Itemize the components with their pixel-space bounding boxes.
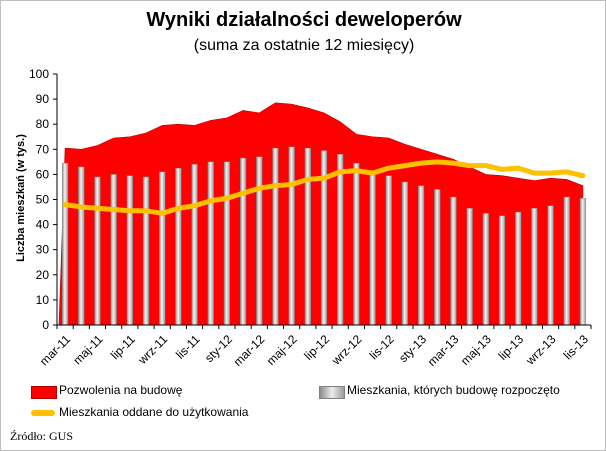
starts-bar bbox=[434, 189, 441, 326]
x-tick-label: lip-12 bbox=[301, 332, 332, 363]
starts-bar bbox=[401, 181, 409, 326]
starts-bar bbox=[498, 215, 506, 326]
starts-bar bbox=[256, 156, 263, 326]
y-tick-label: 30 bbox=[36, 243, 50, 257]
x-tick-label: maj-13 bbox=[458, 332, 494, 368]
chart-subtitle: (suma za ostatnie 12 miesięcy) bbox=[193, 37, 415, 54]
x-tick-label: wrz-13 bbox=[523, 332, 559, 368]
starts-bar bbox=[353, 162, 360, 326]
axes bbox=[56, 74, 591, 326]
legend-swatch-starts bbox=[319, 386, 345, 399]
legend-swatch-permits bbox=[31, 386, 57, 399]
legend-label-completions: Mieszkania oddane do użytkowania bbox=[59, 405, 249, 419]
starts-bar bbox=[531, 208, 538, 326]
starts-bar bbox=[450, 196, 457, 326]
starts-bar bbox=[466, 208, 473, 326]
legend-label-starts: Mieszkania, których budowę rozpoczęto bbox=[347, 383, 560, 397]
starts-bar bbox=[272, 147, 279, 326]
starts-bar bbox=[207, 161, 214, 326]
starts-bar bbox=[239, 157, 247, 326]
starts-bar bbox=[223, 161, 231, 326]
completions-line bbox=[62, 159, 586, 216]
x-tick-label: sty-12 bbox=[202, 332, 235, 365]
x-tick-label: mar-12 bbox=[231, 332, 268, 369]
starts-bar bbox=[579, 198, 587, 326]
starts-bar bbox=[288, 146, 295, 326]
y-tick-label: 60 bbox=[36, 167, 50, 181]
x-tick-label: maj-12 bbox=[264, 332, 300, 368]
starts-bar bbox=[94, 176, 101, 326]
y-tick-label: 100 bbox=[29, 67, 49, 81]
y-tick-label: 40 bbox=[36, 218, 50, 232]
starts-bar bbox=[515, 211, 522, 326]
starts-bar bbox=[61, 162, 69, 326]
starts-bar bbox=[159, 171, 166, 326]
x-tick-label: wrz-12 bbox=[328, 332, 364, 368]
y-tick-label: 80 bbox=[36, 117, 50, 131]
starts-bar-series bbox=[61, 146, 587, 326]
y-tick-label: 50 bbox=[36, 193, 50, 207]
x-tick-label: lis-11 bbox=[173, 332, 203, 362]
y-tick-label: 0 bbox=[42, 318, 49, 332]
starts-bar bbox=[126, 175, 133, 326]
starts-bar bbox=[304, 147, 311, 326]
starts-bar bbox=[369, 174, 376, 326]
source-note: Źródło: GUS bbox=[10, 429, 73, 443]
starts-bar bbox=[175, 167, 182, 326]
starts-bar bbox=[417, 185, 425, 326]
x-tick-label: mar-11 bbox=[37, 332, 73, 368]
y-tick-label: 70 bbox=[36, 142, 50, 156]
starts-bar bbox=[110, 174, 117, 326]
starts-bar bbox=[191, 164, 198, 326]
y-tick-label: 10 bbox=[36, 293, 50, 307]
starts-bar bbox=[547, 205, 554, 326]
starts-bar bbox=[385, 175, 392, 326]
starts-bar bbox=[482, 213, 489, 326]
x-tick-label: wrz-11 bbox=[135, 332, 171, 368]
legend-swatch-completions bbox=[31, 410, 55, 416]
x-tick-label: mar-13 bbox=[425, 332, 462, 369]
y-axis-ticks: 0 10 20 30 40 50 60 70 80 90 100 bbox=[29, 67, 57, 332]
x-tick-label: lis-13 bbox=[561, 332, 591, 362]
x-tick-label: sty-13 bbox=[396, 332, 429, 365]
y-tick-label: 20 bbox=[36, 268, 50, 282]
x-tick-label: lip-13 bbox=[496, 332, 527, 363]
starts-bar bbox=[142, 176, 150, 326]
starts-bar bbox=[563, 196, 570, 326]
starts-bar bbox=[78, 166, 85, 326]
y-tick-label: 90 bbox=[36, 92, 50, 106]
x-tick-label: maj-11 bbox=[70, 332, 105, 367]
completions-line-series bbox=[62, 159, 586, 216]
legend-label-permits: Pozwolenia na budowę bbox=[59, 383, 183, 397]
x-tick-label: lis-12 bbox=[367, 332, 397, 362]
starts-bar bbox=[337, 154, 344, 326]
x-tick-label: lip-11 bbox=[108, 332, 138, 362]
chart-title: Wyniki działalności deweloperów bbox=[146, 9, 462, 31]
